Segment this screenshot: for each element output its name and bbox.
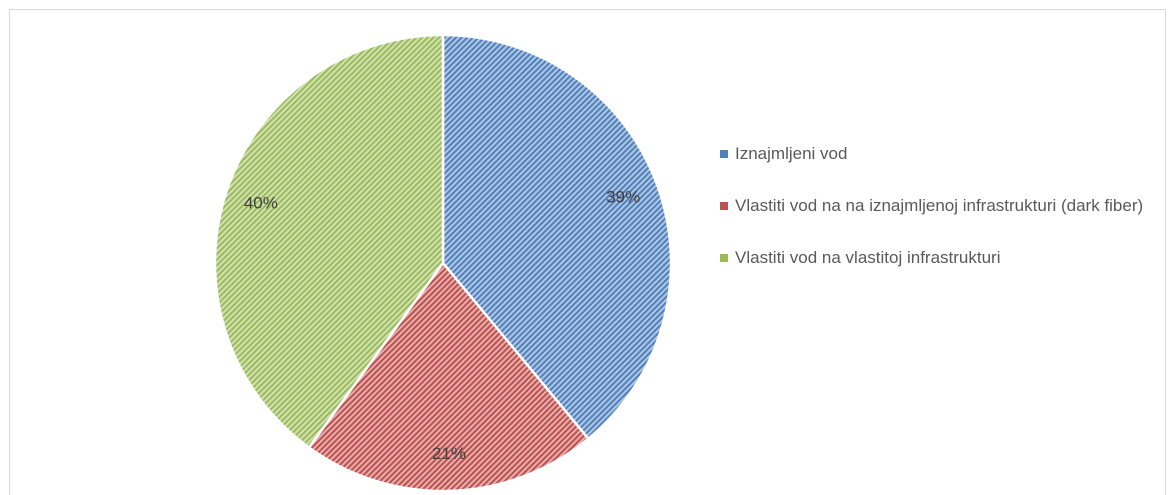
legend-swatch	[720, 254, 728, 262]
data-label: 40%	[244, 193, 278, 212]
pie-slice	[307, 260, 591, 493]
legend: Iznajmljeni vod Vlastiti vod na na iznajm…	[718, 140, 1158, 296]
pie-slice	[441, 33, 673, 441]
legend-item: Vlastiti vod na vlastitoj infrastrukturi	[718, 244, 1158, 271]
legend-label: Vlastiti vod na vlastitoj infrastrukturi	[735, 248, 1001, 267]
pie-slice	[213, 33, 445, 450]
legend-label: Vlastiti vod na na iznajmljenoj infrastr…	[735, 196, 1144, 215]
data-label: 39%	[606, 188, 640, 207]
legend-swatch	[720, 150, 728, 158]
legend-swatch	[720, 202, 728, 210]
chart-frame	[9, 9, 1166, 495]
legend-item: Iznajmljeni vod	[718, 140, 1158, 167]
data-label: 21%	[432, 444, 466, 463]
legend-label: Iznajmljeni vod	[735, 144, 848, 163]
legend-item: Vlastiti vod na na iznajmljenoj infrastr…	[718, 192, 1158, 219]
